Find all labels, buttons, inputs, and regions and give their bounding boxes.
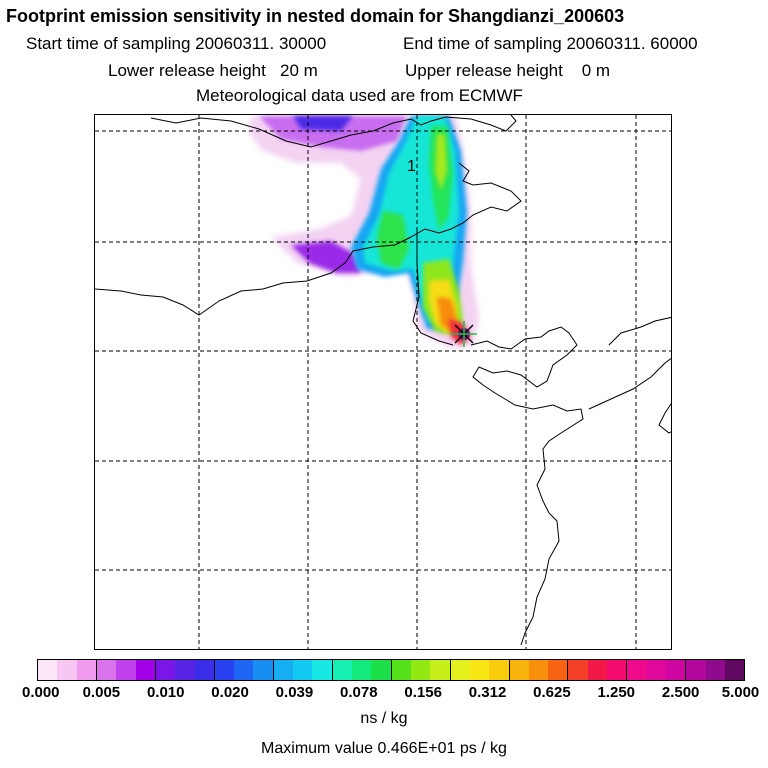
colorbar-swatch [528, 660, 549, 680]
boundaries [95, 115, 671, 646]
upper-height-label: Upper release height 0 m [405, 61, 611, 80]
border-mongolia [95, 162, 522, 316]
colorbar-swatch [489, 660, 510, 680]
contour-label: 1 [407, 158, 416, 175]
colorbar-swatch [391, 660, 411, 680]
border-north [150, 115, 517, 148]
colorbar-tick-label: 0.625 [533, 684, 571, 701]
colorbar-swatch [234, 660, 254, 680]
colorbar-swatch [666, 660, 687, 680]
colorbar-swatch [568, 660, 588, 680]
border-inner [412, 229, 454, 346]
end-time-label: End time of sampling 20060311. 60000 [403, 34, 698, 53]
colorbar-swatch [214, 660, 235, 680]
colorbar-tick-label: 0.039 [275, 684, 314, 701]
colorbar-swatch [587, 660, 608, 680]
emission-plume [249, 116, 479, 348]
border-ne [608, 316, 671, 346]
colorbar-swatch [175, 660, 195, 680]
colorbar-swatch [96, 660, 117, 680]
plume-green-left [377, 211, 409, 269]
colorbar-legend [37, 659, 745, 681]
colorbar-swatch [155, 660, 176, 680]
colorbar-swatch [410, 660, 431, 680]
colorbar-swatch [705, 660, 725, 680]
start-time-label: Start time of sampling 20060311. 30000 [26, 34, 327, 53]
colorbar-swatch [194, 660, 215, 680]
colorbar-tick-label: 0.020 [211, 684, 249, 701]
colorbar-swatch [273, 660, 294, 680]
colorbar-tick-label: 0.156 [404, 684, 442, 701]
colorbar-swatch [548, 660, 569, 680]
colorbar-swatch [135, 660, 156, 680]
colorbar-swatch [253, 660, 274, 680]
colorbar-swatch [686, 660, 706, 680]
coastline-east [470, 326, 584, 646]
colorbar-swatch [646, 660, 666, 680]
colorbar-swatch [430, 660, 451, 680]
plume-yellowgreen [435, 133, 447, 191]
colorbar-swatch [352, 660, 372, 680]
map-panel: 1 [94, 114, 672, 650]
colorbar-swatch [38, 660, 58, 680]
colorbar-tick-label: 5.000 [721, 684, 760, 701]
colorbar-tick-label: 1.250 [597, 684, 636, 701]
lower-height-label: Lower release height 20 m [108, 61, 318, 80]
colorbar-swatch [469, 660, 490, 680]
units-label: ns / kg [360, 710, 408, 727]
coastline-korea [658, 403, 671, 434]
colorbar-tick-label: 0.010 [146, 684, 185, 701]
lat-lon-grid [95, 115, 671, 649]
colorbar-swatch [332, 660, 352, 680]
colorbar-tick-label: 2.500 [661, 684, 700, 701]
colorbar-tick-label: 0.005 [82, 684, 121, 701]
plume-blue-top [293, 116, 353, 131]
colorbar-swatch [450, 660, 470, 680]
colorbar-swatch [312, 660, 333, 680]
colorbar-swatch [627, 660, 647, 680]
colorbar-tick-label: 0.312 [468, 684, 507, 701]
receptor-marker [451, 321, 477, 347]
colorbar-swatch [76, 660, 97, 680]
max-value-label: Maximum value 0.466E+01 ps / kg [261, 740, 507, 757]
met-data-label: Meteorological data used are from ECMWF [196, 86, 523, 105]
footprint-map: 1 [95, 115, 671, 649]
colorbar-swatch [57, 660, 77, 680]
plume-purple-top [259, 116, 406, 151]
border-korea [588, 357, 671, 410]
colorbar-swatch [509, 660, 529, 680]
colorbar-swatch [724, 660, 745, 680]
plot-title: Footprint emission sensitivity in nested… [6, 6, 625, 26]
colorbar-tick-label: 0.078 [340, 684, 378, 701]
colorbar-swatch [607, 660, 628, 680]
colorbar-swatch [293, 660, 313, 680]
colorbar-tick-label: 0.000 [21, 684, 60, 701]
colorbar-swatch [116, 660, 136, 680]
colorbar-swatch [371, 660, 392, 680]
